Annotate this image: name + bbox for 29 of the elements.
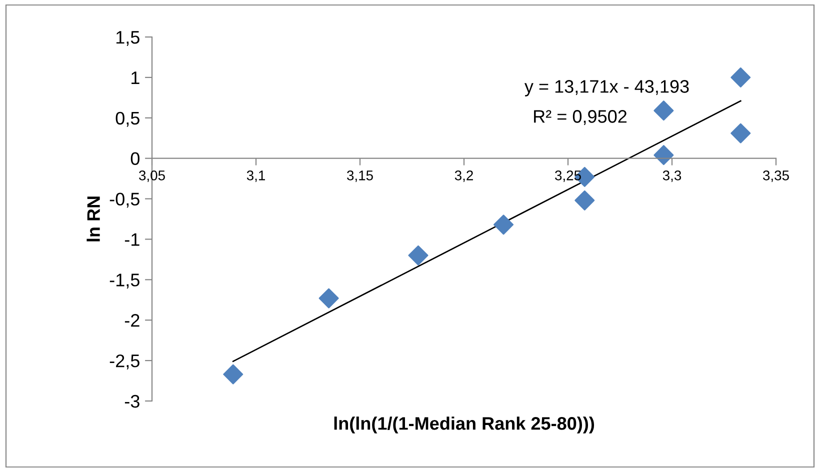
x-tick-label: 3,05 — [139, 170, 165, 182]
x-tick-label: 3,15 — [347, 170, 373, 182]
point — [408, 245, 428, 266]
y-tick-label: 1 — [132, 72, 140, 84]
point — [494, 214, 514, 235]
y-tick-label: -1 — [124, 233, 140, 246]
y-axis-title: ln RN — [86, 196, 100, 242]
point — [730, 123, 751, 144]
x-tick-label: 3,1 — [246, 170, 265, 182]
point — [574, 190, 595, 210]
y-tick-label: -0,5 — [110, 192, 140, 208]
point — [318, 288, 339, 308]
x-axis-title: ln(ln(1/(1-Median Rank 25-80))) — [334, 416, 594, 434]
point — [730, 67, 751, 88]
y-tick-label: -1,5 — [110, 274, 140, 289]
y-tick-label: -2,5 — [110, 354, 140, 370]
x-tick-label: 3,2 — [454, 170, 473, 182]
x-tick-label: 3,3 — [662, 170, 682, 182]
point — [223, 364, 244, 384]
y-tick-label: 1,5 — [116, 31, 140, 46]
y-tick-label: 0 — [130, 152, 140, 166]
annotation: y = 13,171x - 43,193 — [524, 80, 689, 96]
annotation: R² = 0,9502 — [534, 110, 627, 125]
point — [654, 145, 674, 166]
point — [654, 100, 674, 121]
x-tick-label: 3,35 — [763, 170, 789, 182]
y-tick-label: 0,5 — [116, 112, 140, 127]
y-tick-label: -3 — [124, 394, 140, 408]
y-tick-label: -2 — [124, 314, 140, 327]
